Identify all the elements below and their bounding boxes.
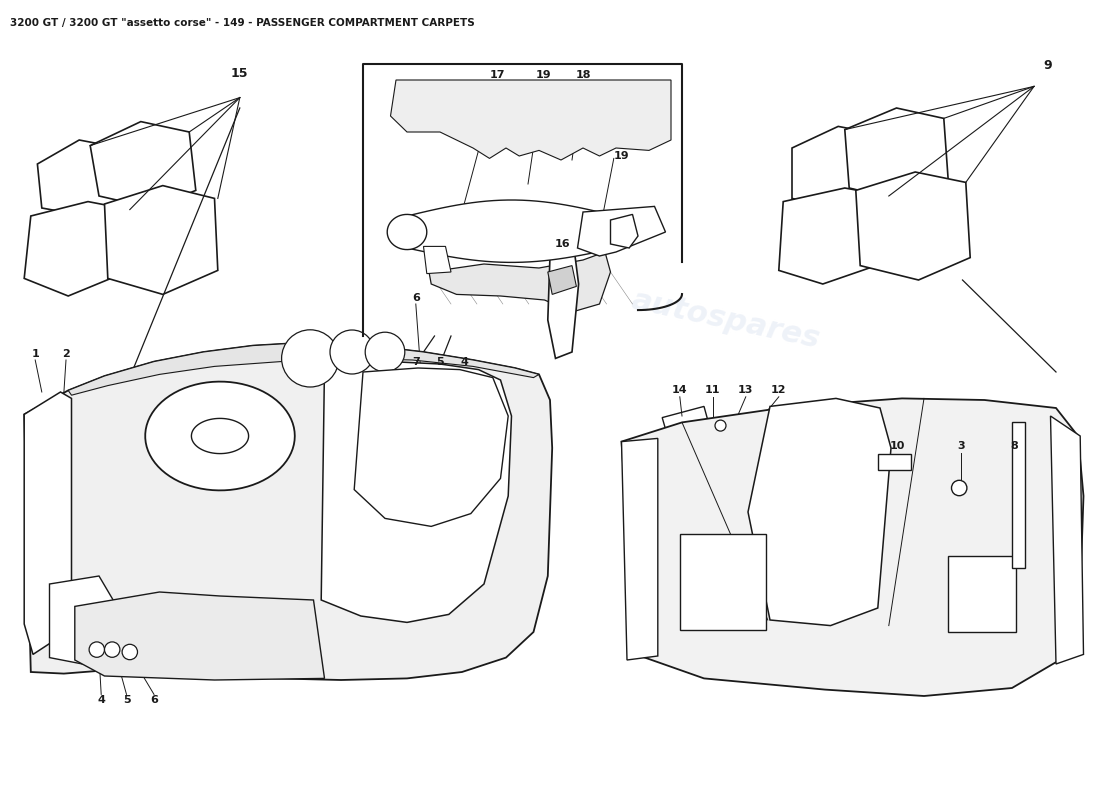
Polygon shape xyxy=(429,252,610,312)
Polygon shape xyxy=(1012,422,1025,568)
Bar xyxy=(948,556,1016,632)
Polygon shape xyxy=(662,406,713,448)
Text: 11: 11 xyxy=(705,386,720,395)
Text: 12: 12 xyxy=(771,386,786,395)
Text: 17: 17 xyxy=(490,70,505,80)
Text: 5: 5 xyxy=(437,357,443,366)
Bar xyxy=(680,534,766,630)
Circle shape xyxy=(282,330,339,387)
Polygon shape xyxy=(621,438,658,660)
Text: 19: 19 xyxy=(614,151,629,161)
Polygon shape xyxy=(354,368,508,526)
Polygon shape xyxy=(748,398,891,626)
Text: 7: 7 xyxy=(411,357,420,366)
Polygon shape xyxy=(610,214,638,248)
Polygon shape xyxy=(548,250,579,358)
Polygon shape xyxy=(779,188,889,284)
Text: 15: 15 xyxy=(231,67,249,80)
Polygon shape xyxy=(104,186,218,294)
Polygon shape xyxy=(145,382,295,490)
Text: 3200 GT / 3200 GT "assetto corse" - 149 - PASSENGER COMPARTMENT CARPETS: 3200 GT / 3200 GT "assetto corse" - 149 … xyxy=(10,18,475,28)
Text: 19: 19 xyxy=(536,70,551,80)
Circle shape xyxy=(330,330,374,374)
Polygon shape xyxy=(68,342,539,395)
Text: 2: 2 xyxy=(62,349,70,358)
Circle shape xyxy=(122,644,138,660)
Polygon shape xyxy=(578,206,666,256)
Polygon shape xyxy=(792,126,883,210)
Text: 4: 4 xyxy=(460,357,469,366)
Text: 4: 4 xyxy=(97,695,106,705)
Text: 3: 3 xyxy=(958,442,965,451)
Text: autospares: autospares xyxy=(629,286,823,354)
Bar xyxy=(878,454,911,470)
Polygon shape xyxy=(387,214,427,250)
Polygon shape xyxy=(1050,416,1084,664)
Text: 1: 1 xyxy=(31,349,40,358)
Circle shape xyxy=(952,480,967,496)
Text: 9: 9 xyxy=(1043,59,1052,72)
Text: autospares: autospares xyxy=(134,446,328,514)
Polygon shape xyxy=(548,266,576,294)
Circle shape xyxy=(715,420,726,431)
Polygon shape xyxy=(24,342,552,680)
Polygon shape xyxy=(407,200,616,262)
Text: 14: 14 xyxy=(672,386,688,395)
Polygon shape xyxy=(37,140,125,216)
Polygon shape xyxy=(856,172,970,280)
Text: 6: 6 xyxy=(150,695,158,705)
Text: 18: 18 xyxy=(575,70,591,80)
Text: 5: 5 xyxy=(123,695,130,705)
Polygon shape xyxy=(424,246,451,274)
Polygon shape xyxy=(24,202,130,296)
Polygon shape xyxy=(75,592,324,680)
Polygon shape xyxy=(191,418,249,454)
Polygon shape xyxy=(24,392,72,654)
Text: 8: 8 xyxy=(1010,442,1019,451)
Polygon shape xyxy=(621,398,1084,696)
Text: 13: 13 xyxy=(738,386,754,395)
Polygon shape xyxy=(50,576,116,664)
Circle shape xyxy=(365,332,405,372)
Polygon shape xyxy=(390,80,671,160)
Polygon shape xyxy=(321,362,512,622)
Circle shape xyxy=(89,642,104,658)
Text: 10: 10 xyxy=(890,442,905,451)
Circle shape xyxy=(104,642,120,658)
Text: 16: 16 xyxy=(554,239,570,249)
Text: 6: 6 xyxy=(411,293,420,302)
Polygon shape xyxy=(90,122,196,208)
Polygon shape xyxy=(845,108,948,200)
